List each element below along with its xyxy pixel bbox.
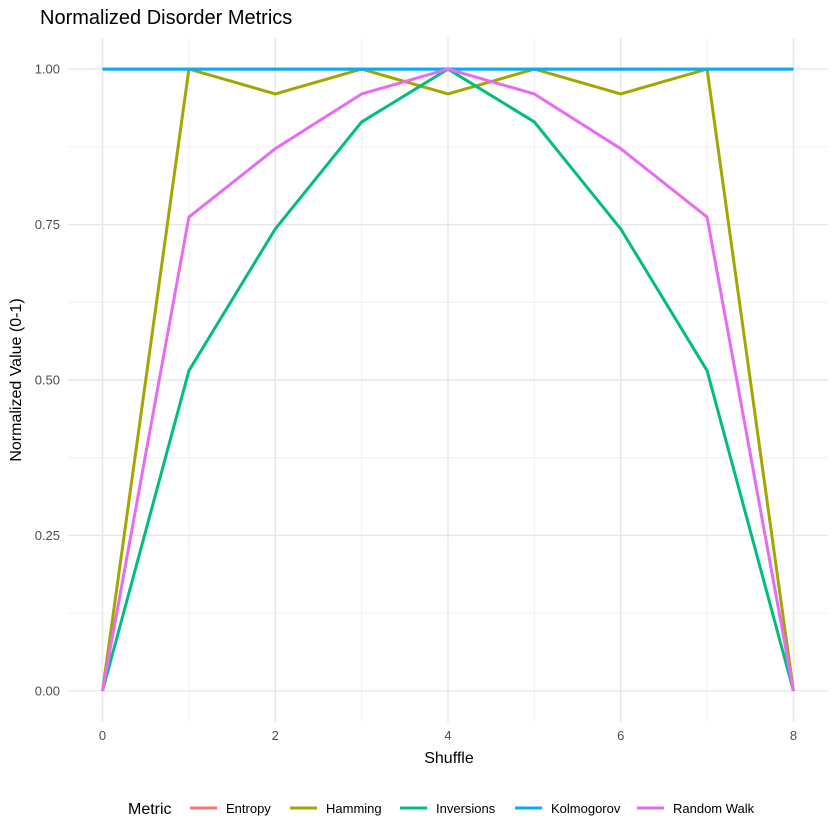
legend-label-inversions: Inversions: [436, 801, 496, 816]
series-line-random-walk: [101, 67, 795, 692]
x-tick-label: 6: [617, 728, 624, 743]
legend-label-random-walk: Random Walk: [673, 801, 755, 816]
legend: Metric Entropy Hamming Inversions Kolmogoro…: [128, 801, 755, 818]
legend-label-hamming: Hamming: [326, 801, 382, 816]
x-tick-label: 8: [790, 728, 797, 743]
legend-label-entropy: Entropy: [226, 801, 271, 816]
series-lines: [101, 67, 795, 692]
x-axis-ticks: 0 2 4 6 8: [99, 728, 797, 743]
series-line-hamming: [101, 67, 795, 692]
y-tick-label: 0.50: [35, 373, 60, 388]
x-axis-title: Shuffle: [424, 750, 474, 767]
x-tick-label: 2: [272, 728, 279, 743]
y-tick-label: 0.00: [35, 683, 60, 698]
y-axis-title: Normalized Value (0-1): [8, 298, 25, 461]
legend-title: Metric: [128, 801, 172, 818]
plot-grid: [68, 38, 828, 722]
y-axis-ticks: 0.00 0.25 0.50 0.75 1.00: [35, 62, 60, 699]
y-tick-label: 1.00: [35, 62, 60, 77]
chart-title: Normalized Disorder Metrics: [40, 7, 292, 29]
x-tick-label: 4: [444, 728, 451, 743]
legend-label-kolmogorov: Kolmogorov: [551, 801, 621, 816]
y-tick-label: 0.25: [35, 528, 60, 543]
x-tick-label: 0: [99, 728, 106, 743]
y-tick-label: 0.75: [35, 217, 60, 232]
